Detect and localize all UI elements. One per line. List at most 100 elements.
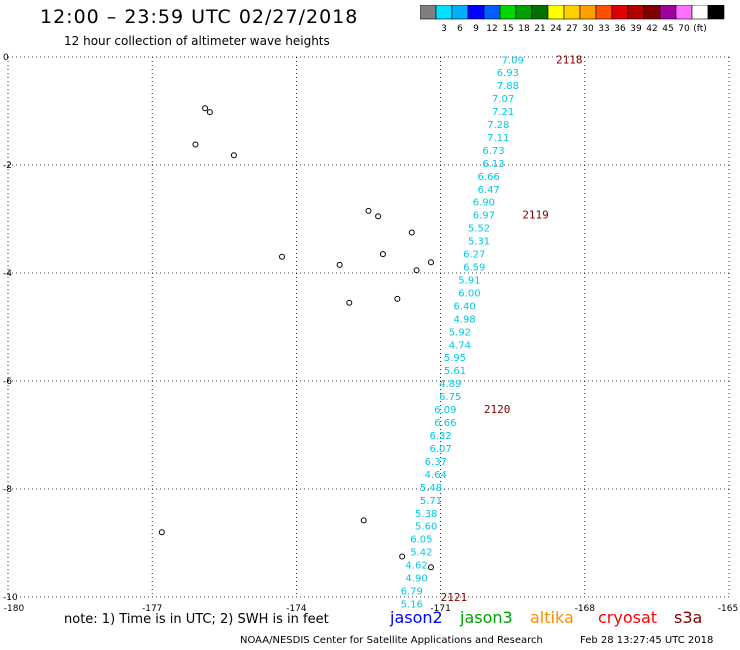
swh-value-label: 6.79 <box>401 587 423 598</box>
swh-value-label: 7.11 <box>487 133 509 144</box>
scale-label: 33 <box>598 24 609 34</box>
scale-label: 30 <box>582 24 594 34</box>
scale-label: 15 <box>502 24 513 34</box>
y-tick-label: -8 <box>3 485 12 495</box>
swh-value-label: 4.90 <box>405 574 427 585</box>
y-tick-label: -6 <box>3 377 12 387</box>
island-outline <box>202 105 209 112</box>
scale-label: 39 <box>630 24 642 34</box>
satellite-legend-jason3: jason3 <box>460 608 513 627</box>
swh-value-label: 6.27 <box>463 250 485 261</box>
swh-value-label: 6.75 <box>439 392 461 403</box>
island-outline <box>206 109 213 116</box>
swh-value-label: 6.59 <box>463 263 485 274</box>
swh-value-label: 7.88 <box>497 81 519 92</box>
swh-value-label: 6.37 <box>425 457 447 468</box>
swh-value-label: 6.66 <box>478 172 500 183</box>
satellite-legend-altika: altika <box>530 608 574 627</box>
swh-value-label: 5.52 <box>468 224 490 235</box>
island-outline <box>360 517 367 524</box>
island-outline <box>413 267 420 274</box>
credit-line: NOAA/NESDIS Center for Satellite Applica… <box>240 635 543 646</box>
swh-value-label: 6.07 <box>429 444 451 455</box>
y-tick-label: 0 <box>3 53 9 63</box>
swh-value-label: 6.09 <box>434 405 456 416</box>
swh-value-label: 4.89 <box>439 379 461 390</box>
swh-value-label: 7.28 <box>487 120 509 131</box>
x-tick-label: -171 <box>430 604 450 614</box>
wave-height-color-scale: 3 6 9 12 15 18 21 24 27 30 33 36 39 42 45 70 (ft) <box>420 5 725 34</box>
scale-label: 36 <box>614 24 626 34</box>
swh-value-label: 5.91 <box>458 275 480 286</box>
island-outline <box>336 261 343 268</box>
island-outline <box>375 213 382 220</box>
island-outline <box>379 251 386 258</box>
pass-time-label: 2121 <box>441 591 468 604</box>
swh-value-label: 6.73 <box>482 146 504 157</box>
units-note: note: 1) Time is in UTC; 2) SWH is in fe… <box>64 612 329 627</box>
swh-value-label: 5.42 <box>410 548 432 559</box>
swh-value-label: 5.95 <box>444 353 466 364</box>
generation-timestamp: Feb 28 13:27:45 UTC 2018 <box>580 635 714 646</box>
x-tick-label: -174 <box>286 604 307 614</box>
swh-value-label: 6.05 <box>410 535 432 546</box>
x-tick-label: -165 <box>718 604 738 614</box>
swh-value-label: 6.32 <box>429 431 451 442</box>
swh-value-label: 4.74 <box>449 340 471 351</box>
pass-time-label: 2119 <box>522 209 549 222</box>
swh-value-label: 5.48 <box>420 483 442 494</box>
pass-time-label: 2120 <box>484 403 511 416</box>
swh-value-label: 5.16 <box>401 599 423 610</box>
swh-value-label: 4.98 <box>454 314 476 325</box>
island-outline <box>278 253 285 260</box>
pass-time-label: 2118 <box>556 54 583 67</box>
island-outline <box>394 295 401 302</box>
y-tick-label: -10 <box>3 593 18 603</box>
island-outline <box>427 564 434 571</box>
swh-value-label: 6.13 <box>482 159 504 170</box>
y-tick-label: -4 <box>3 269 12 279</box>
island-outline <box>230 152 237 159</box>
swh-value-label: 5.38 <box>415 509 437 520</box>
swh-value-label: 4.62 <box>405 561 427 572</box>
swh-value-label: 7.07 <box>492 94 514 105</box>
island-outline <box>346 299 353 306</box>
scale-label: 3 <box>441 24 447 34</box>
x-tick-label: -168 <box>575 604 596 614</box>
scale-label: (ft) <box>693 24 707 34</box>
satellite-legend-jason2: jason2 <box>390 608 443 627</box>
scale-label: 24 <box>550 24 562 34</box>
swh-value-label: 5.31 <box>468 237 490 248</box>
swh-value-label: 5.61 <box>444 366 466 377</box>
swh-value-label: 6.93 <box>497 68 519 79</box>
island-outline <box>427 259 434 266</box>
scale-swatch <box>707 5 725 20</box>
map-subtitle: 12 hour collection of altimeter wave hei… <box>64 34 330 48</box>
island-outline <box>192 141 199 148</box>
map-title: 12:00 – 23:59 UTC 02/27/2018 <box>40 6 359 28</box>
x-tick-label: -180 <box>4 604 25 614</box>
scale-label: 42 <box>646 24 657 34</box>
scale-label: 27 <box>566 24 577 34</box>
swh-value-label: 6.40 <box>454 301 476 312</box>
swh-value-label: 7.21 <box>492 107 514 118</box>
island-outline <box>408 229 415 236</box>
swh-value-label: 5.60 <box>415 522 437 533</box>
scale-label: 18 <box>518 24 530 34</box>
island-outline <box>158 529 165 536</box>
swh-value-label: 6.90 <box>473 198 495 209</box>
satellite-legend-s3a: s3a <box>674 608 703 627</box>
scale-label: 21 <box>534 24 545 34</box>
island-outline <box>365 207 372 214</box>
swh-value-label: 5.92 <box>449 327 471 338</box>
scale-label: 12 <box>486 24 497 34</box>
scale-label: 45 <box>662 24 673 34</box>
swh-value-label: 6.66 <box>434 418 456 429</box>
swh-value-label: 4.64 <box>425 470 447 481</box>
x-tick-label: -177 <box>142 604 162 614</box>
scale-label: 6 <box>457 24 463 34</box>
island-outline <box>399 553 406 560</box>
y-tick-label: -2 <box>3 161 12 171</box>
swh-value-label: 5.71 <box>420 496 442 507</box>
